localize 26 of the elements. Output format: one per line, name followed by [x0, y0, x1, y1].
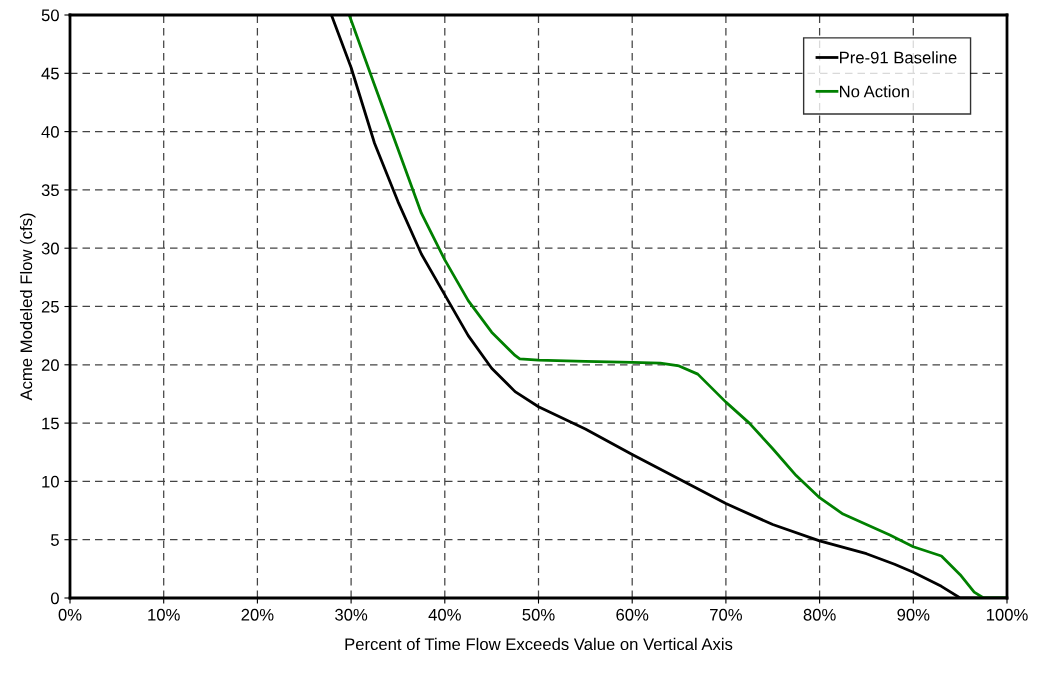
y-tick-label: 45: [41, 67, 59, 80]
legend-label: Pre-91 Baseline: [840, 51, 957, 64]
x-tick-label: 40%: [428, 608, 461, 621]
y-tick-label: 10: [42, 475, 59, 488]
y-tick-label: 35: [41, 184, 59, 197]
x-tick-label: 80%: [803, 608, 836, 621]
y-axis-title: Acme Modeled Flow (cfs): [19, 213, 36, 401]
y-tick-label: 5: [50, 534, 59, 546]
y-tick-label: 30: [41, 242, 59, 255]
y-tick-label: 20: [41, 359, 59, 371]
y-tick-label: 40: [41, 126, 59, 138]
x-tick-label: 30%: [335, 608, 368, 621]
x-tick-label: 20%: [241, 608, 274, 621]
x-tick-label: 70%: [710, 608, 742, 621]
x-axis-title: Percent of Time Flow Exceeds Value on Vertical Axis: [345, 637, 733, 651]
x-tick-label: 60%: [616, 608, 649, 621]
x-tick-label: 10%: [148, 608, 180, 621]
legend-label: No Action: [840, 85, 909, 98]
y-tick-label: 25: [41, 300, 59, 313]
x-tick-label: 100%: [986, 608, 1028, 621]
y-tick-label: 0: [50, 592, 59, 605]
x-tick-label: 90%: [897, 608, 930, 621]
y-tick-label: 15: [42, 417, 59, 430]
x-tick-label: 50%: [522, 608, 555, 621]
y-tick-label: 50: [41, 9, 59, 22]
x-tick-label: 0%: [58, 608, 82, 621]
